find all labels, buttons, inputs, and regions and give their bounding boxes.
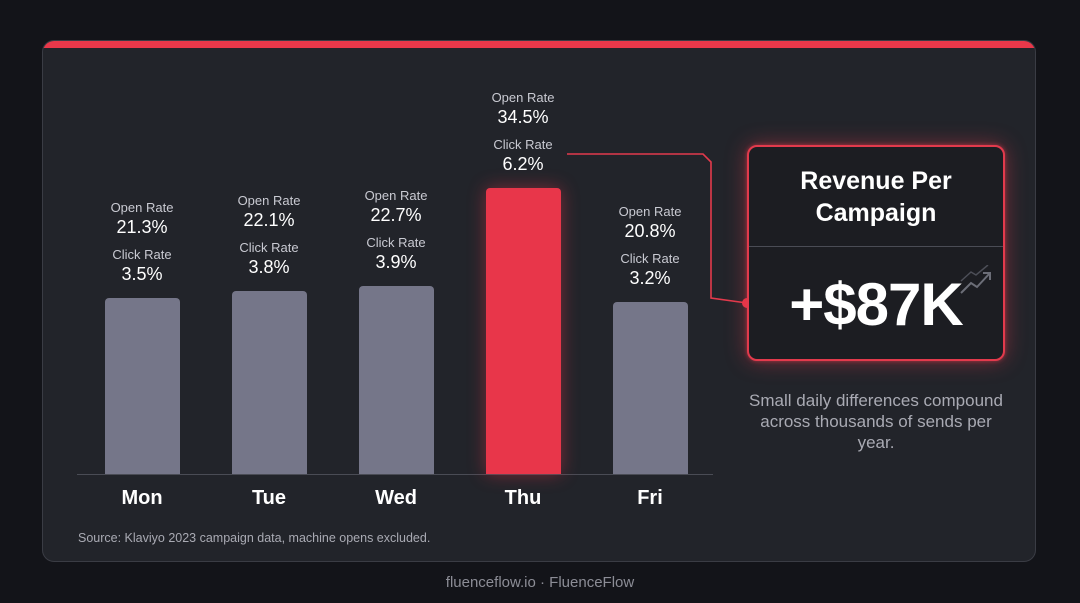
data-label-group: Open Rate 22.7% Click Rate 3.9% bbox=[336, 188, 456, 282]
click-rate-value: 3.5% bbox=[121, 263, 163, 284]
revenue-value: +$87K bbox=[749, 247, 1003, 359]
open-rate-value: 34.5% bbox=[497, 107, 549, 128]
x-tick-label: Tue bbox=[251, 487, 287, 509]
open-rate-caption: Open Rate bbox=[364, 188, 428, 204]
revenue-note: Small daily differences compound across … bbox=[749, 391, 1003, 452]
chart-card: Mon Open Rate 21.3% Click Rate 3.5% Tue Open R… bbox=[42, 40, 1036, 562]
open-rate-value: 21.3% bbox=[116, 216, 168, 237]
bar-thu bbox=[485, 188, 561, 474]
open-rate-caption: Open Rate bbox=[618, 203, 682, 219]
revenue-value-text: +$87K bbox=[789, 270, 963, 338]
click-rate-caption: Click Rate bbox=[620, 250, 680, 266]
click-rate-value: 3.8% bbox=[248, 257, 290, 277]
bar-chart: Mon Open Rate 21.3% Click Rate 3.5% Tue Open R… bbox=[43, 41, 1035, 561]
x-tick-label: Mon bbox=[121, 487, 163, 509]
revenue-title-area: Revenue Per Campaign bbox=[749, 147, 1003, 247]
open-rate-caption: Open Rate bbox=[237, 193, 301, 208]
data-label-group: Open Rate 34.5% Click Rate 6.2% bbox=[463, 90, 583, 184]
bar-mon bbox=[104, 297, 180, 474]
revenue-title: Revenue Per Campaign bbox=[800, 166, 952, 227]
data-label-group: Open Rate 20.8% Click Rate 3.2% bbox=[590, 204, 710, 298]
click-rate-value: 3.2% bbox=[629, 267, 671, 288]
open-rate-caption: Open Rate bbox=[491, 90, 555, 106]
x-tick-label: Thu bbox=[504, 487, 542, 509]
click-rate-caption: Click Rate bbox=[112, 246, 172, 262]
accent-bar bbox=[43, 41, 1035, 48]
open-rate-value: 20.8% bbox=[624, 220, 676, 241]
x-tick-label: Wed bbox=[375, 487, 417, 509]
click-rate-caption: Click Rate bbox=[239, 240, 299, 255]
source-note: Source: Klaviyo 2023 campaign data, mach… bbox=[78, 531, 431, 545]
data-label-group: Open Rate 22.1% Click Rate 3.8% bbox=[209, 193, 329, 287]
bar-fri bbox=[612, 301, 688, 474]
open-rate-value: 22.7% bbox=[370, 205, 422, 226]
x-tick-label: Fri bbox=[637, 487, 663, 509]
open-rate-caption: Open Rate bbox=[110, 199, 174, 215]
click-rate-caption: Click Rate bbox=[493, 137, 553, 153]
click-rate-value: 3.9% bbox=[375, 252, 417, 273]
bar-tue bbox=[231, 291, 307, 474]
trend-up-icon bbox=[960, 265, 991, 294]
click-rate-caption: Click Rate bbox=[366, 235, 426, 251]
footer-brand: fluenceflow.io · FluenceFlow bbox=[445, 574, 635, 591]
open-rate-value: 22.1% bbox=[243, 210, 295, 230]
click-rate-value: 6.2% bbox=[502, 154, 544, 175]
data-label-group: Open Rate 21.3% Click Rate 3.5% bbox=[82, 200, 202, 294]
chart-baseline bbox=[77, 474, 713, 475]
bar-wed bbox=[358, 286, 434, 474]
revenue-box: Revenue Per Campaign +$87K bbox=[747, 145, 1005, 361]
